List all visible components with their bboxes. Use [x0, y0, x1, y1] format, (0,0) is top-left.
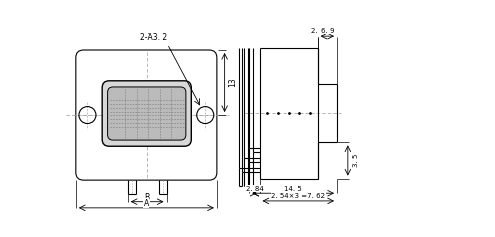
FancyBboxPatch shape — [76, 50, 217, 180]
Text: 2. 84: 2. 84 — [246, 186, 263, 191]
FancyBboxPatch shape — [102, 81, 191, 146]
Text: 3. 5: 3. 5 — [352, 154, 358, 167]
Text: 6. 9: 6. 9 — [321, 28, 334, 34]
Text: 2. 54×3 =7. 62: 2. 54×3 =7. 62 — [271, 192, 325, 199]
Text: 2-Ά3. 2: 2-Ά3. 2 — [140, 33, 167, 42]
Text: 13: 13 — [228, 78, 237, 87]
Text: 14. 5: 14. 5 — [284, 186, 302, 191]
Text: A: A — [144, 199, 149, 208]
FancyBboxPatch shape — [107, 87, 186, 140]
Text: 2. 4: 2. 4 — [311, 28, 324, 34]
Text: B: B — [145, 193, 149, 202]
